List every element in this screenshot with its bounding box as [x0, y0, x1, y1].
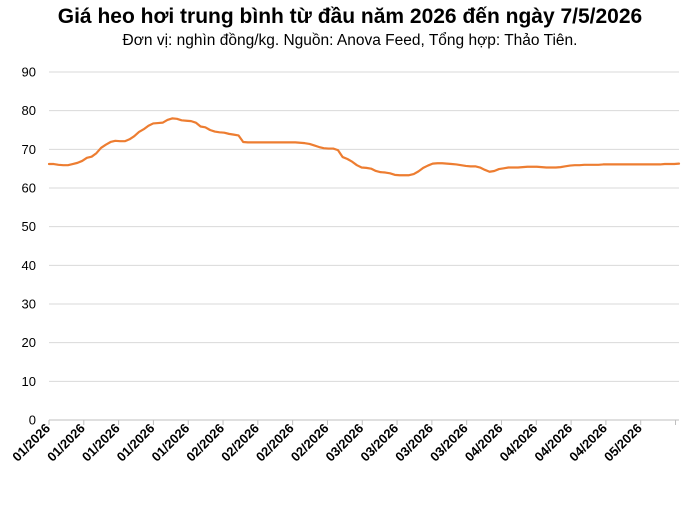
y-tick-label: 90 — [22, 65, 36, 80]
y-tick-label: 10 — [22, 374, 36, 389]
y-tick-label: 60 — [22, 181, 36, 196]
x-tick-label: 03/2026 — [357, 421, 401, 465]
x-tick-label: 01/2026 — [79, 421, 123, 465]
y-tick-label: 40 — [22, 258, 36, 273]
chart-subtitle: Đơn vị: nghìn đồng/kg. Nguồn: Anova Feed… — [122, 32, 578, 49]
x-tick-label: 01/2026 — [149, 421, 193, 465]
x-tick-label: 01/2026 — [44, 421, 88, 465]
y-tick-label: 30 — [22, 297, 36, 312]
x-tick-label: 03/2026 — [392, 421, 436, 465]
x-tick-label: 01/2026 — [114, 421, 158, 465]
x-tick-label: 04/2026 — [566, 421, 610, 465]
x-tick-label: 02/2026 — [288, 421, 332, 465]
x-tick-label: 02/2026 — [183, 421, 227, 465]
x-tick-label: 02/2026 — [253, 421, 297, 465]
x-tick-label: 04/2026 — [497, 421, 541, 465]
x-tick-label: 04/2026 — [531, 421, 575, 465]
y-tick-label: 80 — [22, 103, 36, 118]
x-tick-label: 03/2026 — [427, 421, 471, 465]
y-tick-label: 50 — [22, 219, 36, 234]
x-tick-label: 05/2026 — [601, 421, 645, 465]
y-tick-label: 70 — [22, 142, 36, 157]
x-tick-label: 03/2026 — [323, 421, 367, 465]
y-tick-label: 0 — [29, 413, 36, 428]
series-line — [47, 117, 681, 177]
chart-title: Giá heo hơi trung bình từ đầu năm 2026 đ… — [57, 5, 643, 28]
x-tick-label: 04/2026 — [462, 421, 506, 465]
y-tick-label: 20 — [22, 335, 36, 350]
x-tick-label: 02/2026 — [218, 421, 262, 465]
